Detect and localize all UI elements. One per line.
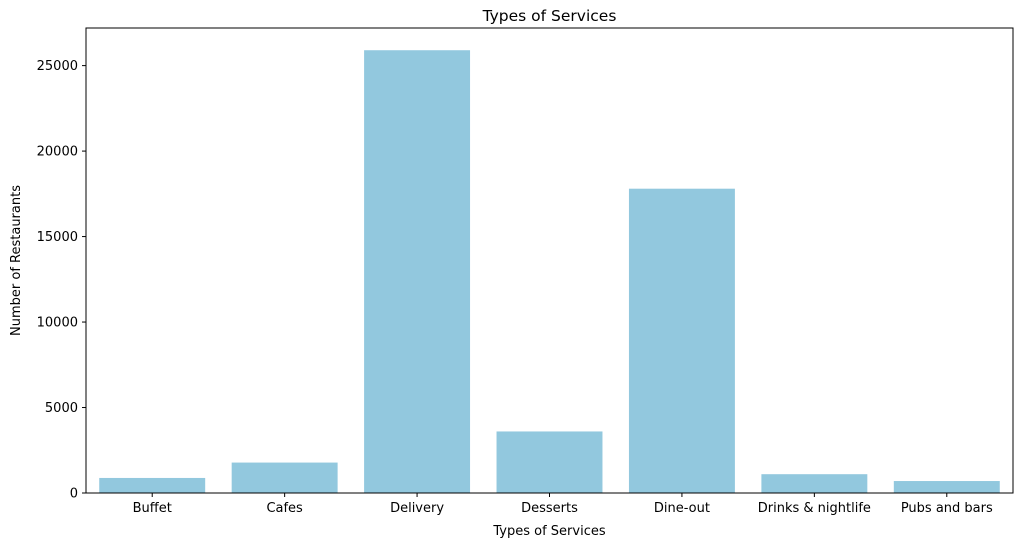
x-tick-label: Buffet bbox=[133, 501, 172, 516]
x-tick-label: Dine-out bbox=[654, 501, 710, 516]
x-axis-title: Types of Services bbox=[492, 524, 605, 539]
x-tick-label: Desserts bbox=[521, 501, 578, 516]
y-tick-label: 10000 bbox=[37, 316, 78, 331]
y-tick-label: 20000 bbox=[37, 145, 78, 160]
bar-delivery bbox=[364, 50, 471, 493]
bar-desserts bbox=[496, 431, 603, 493]
chart-title: Types of Services bbox=[482, 7, 617, 25]
x-tick-label: Drinks & nightlife bbox=[758, 501, 871, 516]
bar-pubs-and-bars bbox=[893, 481, 1000, 493]
bar-drinks-nightlife bbox=[761, 474, 868, 493]
x-tick-label: Delivery bbox=[390, 501, 444, 516]
x-tick-label: Pubs and bars bbox=[901, 501, 993, 516]
y-tick-label: 15000 bbox=[37, 230, 78, 245]
y-tick-label: 25000 bbox=[37, 59, 78, 74]
x-tick-label: Cafes bbox=[266, 501, 303, 516]
y-tick-label: 0 bbox=[70, 487, 78, 502]
y-tick-label: 5000 bbox=[45, 401, 78, 416]
bar-dine-out bbox=[628, 188, 735, 493]
y-axis-title: Number of Restaurants bbox=[9, 185, 24, 336]
bar-cafes bbox=[231, 462, 338, 493]
bar-buffet bbox=[99, 477, 206, 493]
x-axis: Buffet Cafes Delivery Desserts Dine-out Drink… bbox=[133, 493, 993, 516]
bars-group bbox=[99, 50, 1000, 493]
plot-frame bbox=[85, 27, 1014, 494]
y-axis: 0 5000 10000 15000 20000 25000 bbox=[37, 59, 86, 502]
